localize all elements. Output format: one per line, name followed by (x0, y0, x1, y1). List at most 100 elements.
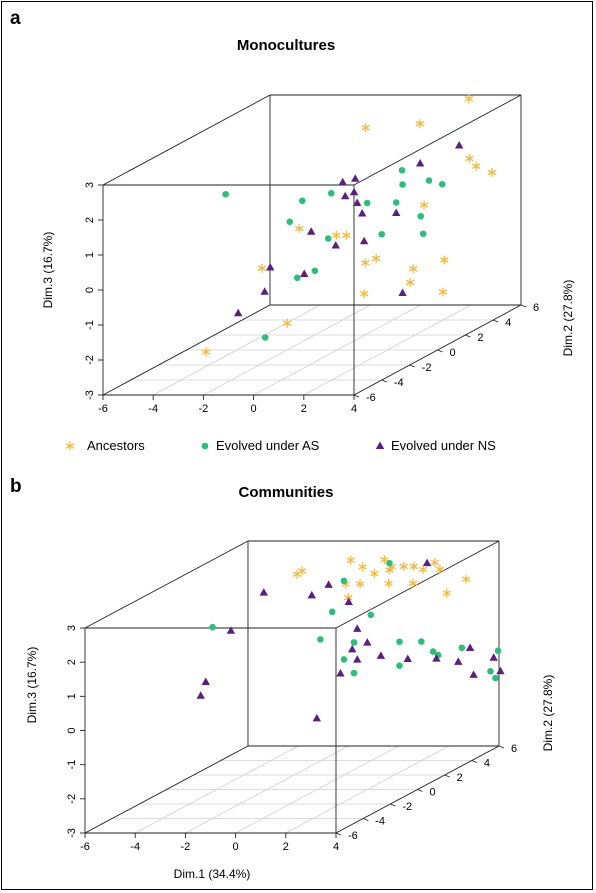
point-evolved-as (209, 623, 216, 631)
point-evolved-as (363, 199, 371, 207)
scatter3d-communities: -6 -4 -2 0 2 4 -3 -2 -1 0 1 2 3 -6 -4 -2 0 2 4 6 Dim.3 (16.7… (25, 540, 555, 881)
point-ancestors (384, 578, 393, 588)
point-ancestors (257, 263, 267, 273)
z-axis-label: Dim.3 (16.7%) (25, 647, 39, 724)
point-evolved-ns (233, 308, 243, 317)
legend-item-evolved-ns: Evolved under NS (375, 438, 496, 453)
point-evolved-ns (260, 287, 269, 295)
point-ancestors (370, 568, 379, 578)
floor-grid (84, 745, 500, 834)
point-evolved-ns (415, 159, 425, 167)
legend: Ancestors Evolved under AS Evolved under… (65, 438, 496, 453)
point-evolved-as (378, 230, 386, 238)
point-ancestors (283, 318, 292, 328)
point-ancestors (408, 578, 418, 588)
point-evolved-as (417, 212, 425, 220)
point-evolved-as (222, 190, 229, 198)
point-ancestors (461, 574, 471, 584)
box-edges (102, 94, 522, 396)
point-evolved-as (419, 230, 427, 238)
point-evolved-as (340, 656, 348, 663)
point-evolved-ns (312, 713, 322, 722)
point-ancestors (297, 566, 307, 576)
x-tick-label: 0 (233, 841, 239, 853)
point-ancestors (409, 561, 419, 571)
point-evolved-as (328, 608, 336, 616)
point-ancestors (408, 264, 418, 274)
point-ancestors (385, 565, 394, 575)
point-ancestors (435, 564, 445, 574)
point-evolved-as (392, 199, 400, 206)
point-evolved-ns (324, 580, 333, 588)
point-evolved-as (340, 577, 348, 585)
point-evolved-ns (348, 644, 357, 653)
point-evolved-ns (403, 654, 412, 663)
point-evolved-ns (226, 626, 236, 634)
x-axis-ticks: -6 -4 -2 0 2 4 (80, 833, 339, 853)
point-evolved-as (418, 638, 425, 645)
point-evolved-ns (432, 654, 441, 662)
x-tick-label: -4 (148, 403, 158, 415)
point-ancestors (371, 254, 381, 263)
z-axis-label: Dim.3 (16.7%) (41, 232, 55, 309)
scatter3d-monocultures: -6 -4 -2 0 2 4 -3 -2 -1 0 1 2 3 -6 -4 -2 0 2 4 6 Dim.3 (16.7… (41, 94, 575, 415)
point-ancestors (361, 258, 370, 268)
point-evolved-ns (259, 588, 268, 596)
panel-title-monocultures: Monocultures (237, 37, 335, 54)
point-evolved-ns (331, 241, 340, 249)
x-tick-label: -2 (199, 403, 209, 415)
circle-icon (201, 442, 209, 450)
x-axis-ticks: -6 -4 -2 0 2 4 (98, 395, 357, 415)
point-ancestors (358, 562, 367, 572)
y-tick-label: -4 (375, 816, 385, 828)
legend-label-ancestors: Ancestors (87, 438, 145, 453)
point-evolved-as (350, 639, 358, 646)
z-axis-ticks: -3 -2 -1 0 1 2 3 (84, 182, 103, 400)
point-evolved-as (425, 177, 433, 184)
point-evolved-as (261, 334, 269, 341)
x-tick-label: -6 (98, 403, 108, 415)
point-ancestors (464, 94, 474, 104)
legend-label-evolved-ns: Evolved under NS (391, 438, 496, 453)
point-evolved-as (399, 181, 406, 188)
point-evolved-ns (266, 263, 275, 271)
z-tick-label: 3 (84, 182, 96, 188)
y-tick-label: 0 (450, 347, 456, 359)
z-tick-label: 1 (66, 693, 78, 699)
point-evolved-ns (341, 191, 350, 200)
data-points (196, 555, 505, 722)
point-evolved-ns (344, 597, 353, 605)
point-evolved-as (299, 197, 306, 205)
point-evolved-ns (351, 174, 360, 182)
point-ancestors (419, 200, 429, 210)
z-tick-label: -2 (84, 355, 96, 365)
y-tick-label: 0 (430, 787, 436, 799)
point-evolved-as (324, 235, 332, 242)
y-tick-label: 6 (533, 302, 539, 314)
point-evolved-ns (454, 657, 463, 665)
point-ancestors (346, 555, 355, 565)
point-evolved-ns (489, 653, 498, 661)
y-tick-label: -6 (348, 830, 358, 842)
point-evolved-as (293, 274, 301, 282)
point-evolved-ns (376, 651, 386, 659)
point-ancestors (465, 154, 474, 163)
point-evolved-ns (336, 669, 345, 677)
z-tick-label: 2 (66, 659, 78, 665)
point-ancestors (292, 569, 302, 579)
z-tick-label: 3 (66, 625, 78, 631)
point-evolved-as (492, 674, 499, 682)
point-ancestors (418, 565, 428, 575)
y-tick-label: 4 (484, 758, 490, 770)
y-tick-label: -2 (402, 801, 412, 813)
point-evolved-ns (422, 558, 432, 567)
z-tick-label: -3 (66, 828, 78, 838)
point-ancestors (442, 588, 451, 598)
point-evolved-ns (196, 691, 205, 699)
point-ancestors (399, 561, 408, 571)
point-ancestors (359, 289, 369, 299)
z-tick-label: -1 (84, 320, 96, 330)
point-ancestors (332, 230, 341, 240)
point-evolved-as (396, 662, 403, 669)
